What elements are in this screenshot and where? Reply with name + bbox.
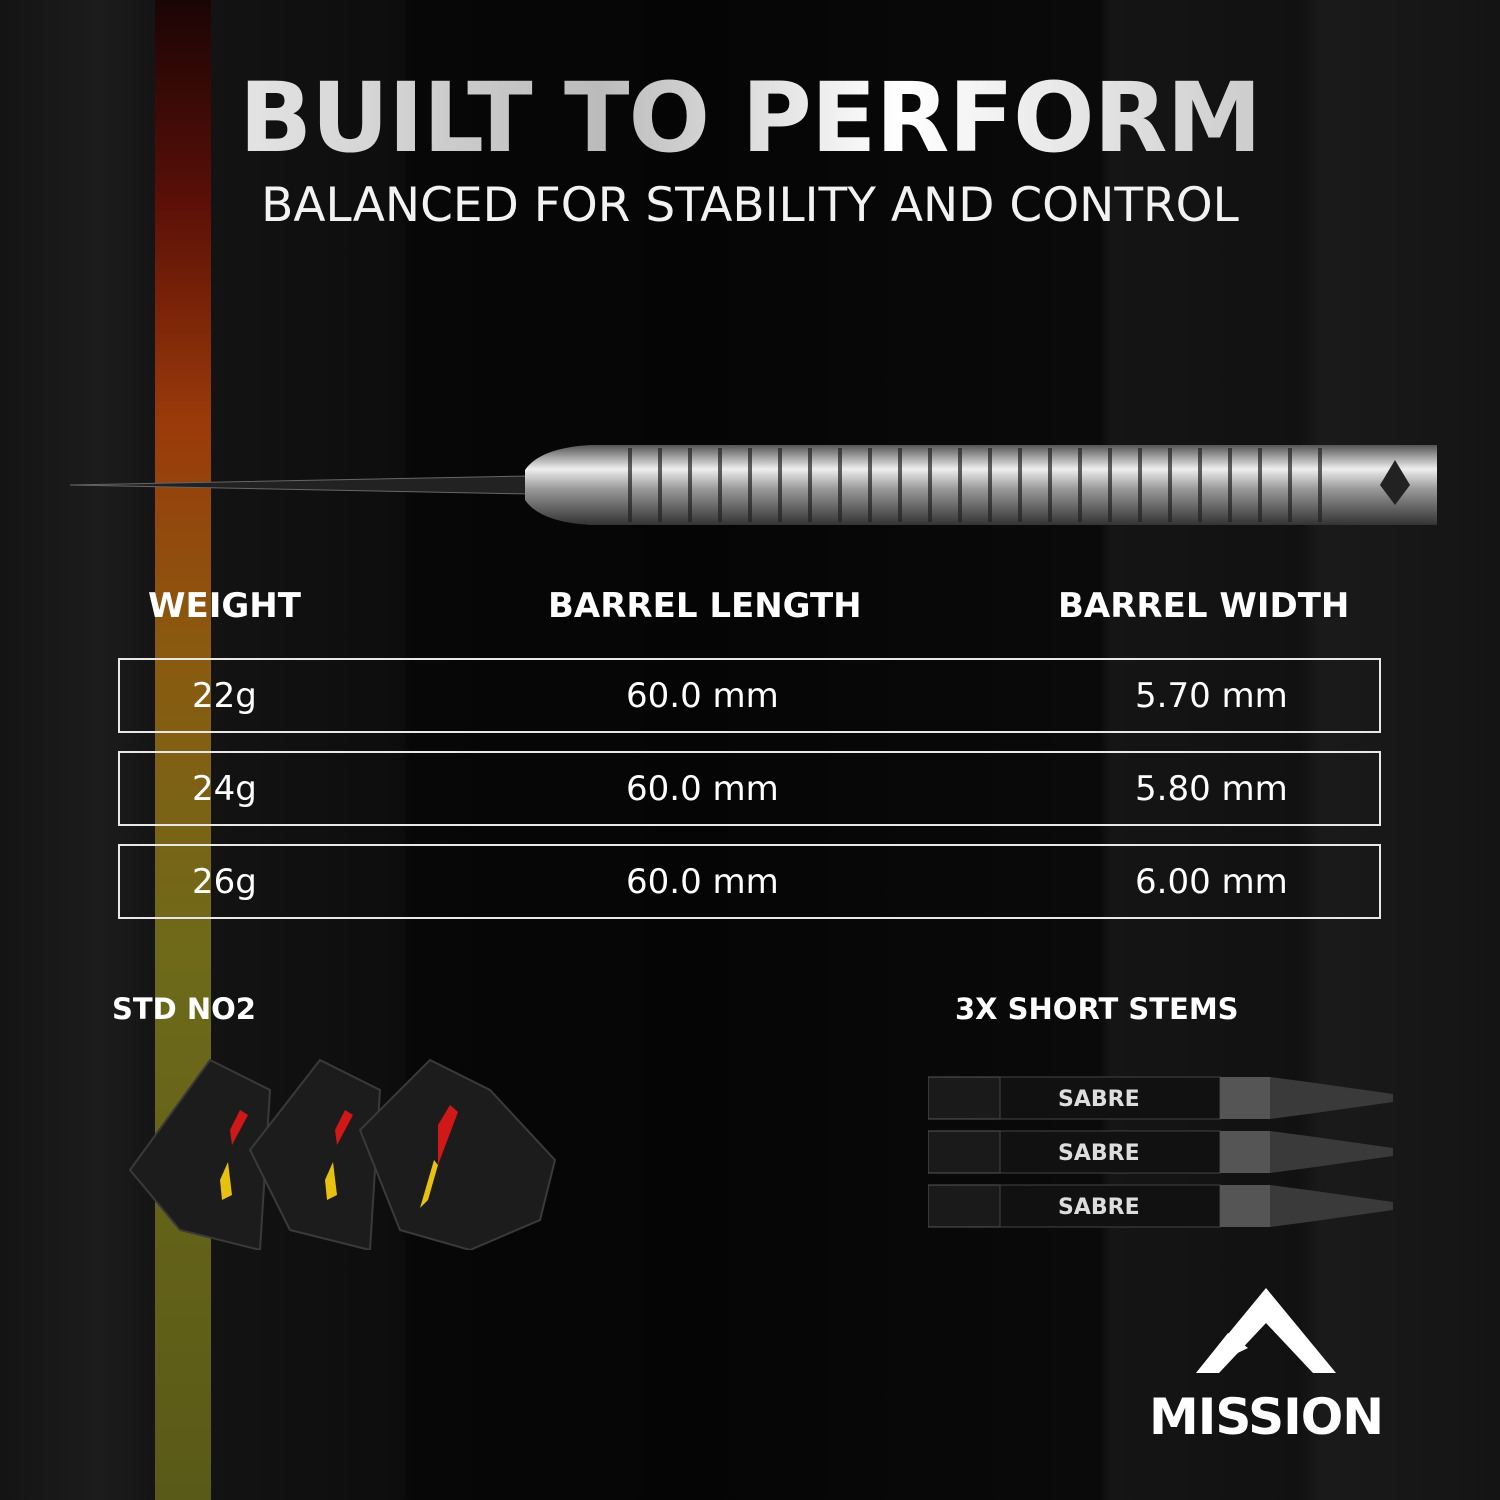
weight-cell: 24g [192, 769, 257, 809]
brand-name: MISSION [1148, 1388, 1384, 1446]
dart-image [70, 445, 1437, 525]
header-barrel-width: BARREL WIDTH [1058, 586, 1350, 626]
header-barrel-length: BARREL LENGTH [548, 586, 862, 626]
flights-label: STD NO2 [112, 992, 256, 1026]
stem-brand-text: SABRE [1058, 1087, 1140, 1112]
weight-cell: 26g [192, 862, 257, 902]
stem-brand-text: SABRE [1058, 1195, 1140, 1220]
stems-label: 3X SHORT STEMS [955, 992, 1239, 1026]
width-cell: 5.70 mm [1135, 676, 1288, 716]
mission-logo-icon [1196, 1288, 1336, 1373]
table-row: 22g 60.0 mm 5.70 mm [118, 658, 1381, 733]
length-cell: 60.0 mm [626, 676, 779, 716]
length-cell: 60.0 mm [626, 769, 779, 809]
table-row: 24g 60.0 mm 5.80 mm [118, 751, 1381, 826]
width-cell: 5.80 mm [1135, 769, 1288, 809]
stems-image: SABRE SABRE SABRE [928, 1076, 1394, 1228]
mission-logo: MISSION [1108, 1288, 1424, 1446]
width-cell: 6.00 mm [1135, 862, 1288, 902]
flights-image [128, 1058, 557, 1250]
header-weight: WEIGHT [148, 586, 301, 626]
page-subtitle: BALANCED FOR STABILITY AND CONTROL [261, 178, 1239, 233]
length-cell: 60.0 mm [626, 862, 779, 902]
page-title: BUILT TO PERFORM [0, 62, 1500, 174]
color-stripe [155, 0, 211, 1500]
weight-cell: 22g [192, 676, 257, 716]
stem-brand-text: SABRE [1058, 1141, 1140, 1166]
table-row: 26g 60.0 mm 6.00 mm [118, 844, 1381, 919]
mission-mark-icon [1380, 460, 1410, 505]
